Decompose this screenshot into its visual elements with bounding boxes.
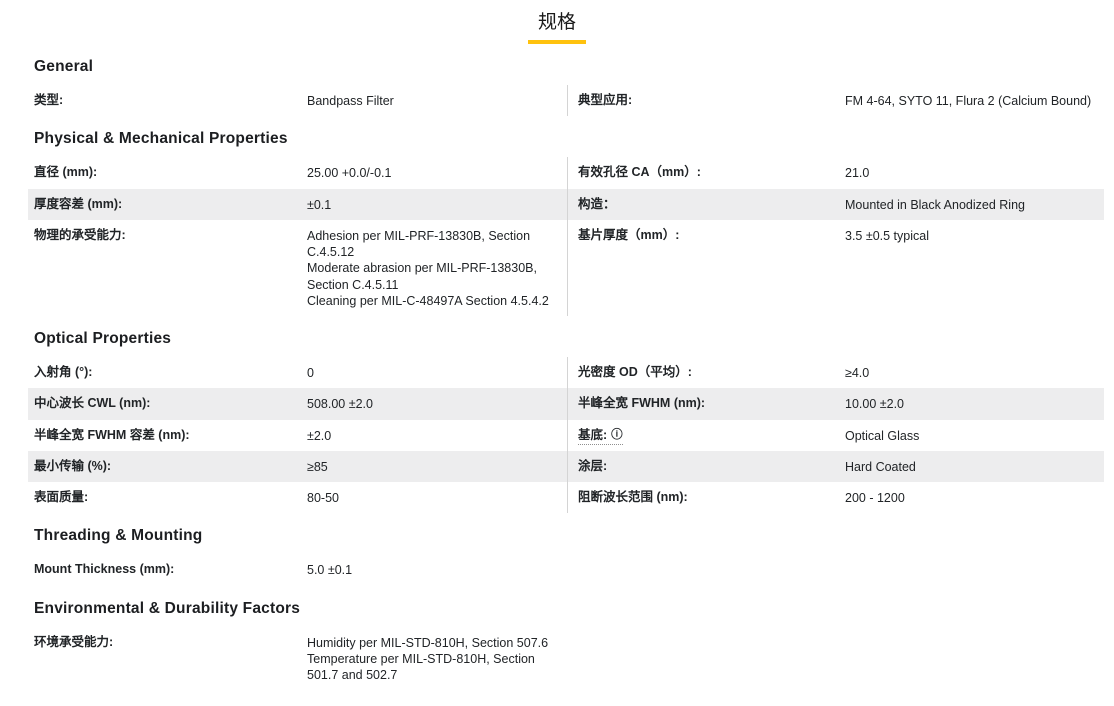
tooltip-underline: 基底: ⓘ xyxy=(578,427,623,445)
spec-value: Optical Glass xyxy=(845,428,920,443)
spec-label: 光密度 OD（平均）: xyxy=(578,365,692,379)
spec-cell-right: 光密度 OD（平均）: ≥4.0 xyxy=(568,357,1104,388)
spec-label: 最小传输 (%): xyxy=(34,458,112,473)
spec-cell-left: 半峰全宽 FWHM 容差 (nm): ±2.0 xyxy=(28,419,568,451)
spec-cell-right: 涂层: Hard Coated xyxy=(568,451,1104,482)
spec-label: 阻断波长范围 (nm): xyxy=(578,490,688,504)
spec-cell-right: 构造： Mounted in Black Anodized Ring xyxy=(568,189,1104,220)
spec-value: Bandpass Filter xyxy=(307,94,394,108)
spec-table: Mount Thickness (mm): 5.0 ±0.1 xyxy=(28,554,1104,586)
spec-value: Hard Coated xyxy=(845,459,916,474)
page-header: 规格 xyxy=(0,0,1114,44)
spec-cell-left: 厚度容差 (mm): ±0.1 xyxy=(28,188,568,220)
spec-label: 物理的承受能力: xyxy=(34,227,126,242)
spec-row: 入射角 (°): 0 光密度 OD（平均）: ≥4.0 xyxy=(28,357,1104,389)
spec-value: 10.00 ±2.0 xyxy=(845,397,904,412)
spec-row: 直径 (mm): 25.00 +0.0/-0.1 有效孔径 CA（mm）: 21.0 xyxy=(28,157,1104,189)
spec-cell-right xyxy=(568,627,1104,691)
spec-table: 直径 (mm): 25.00 +0.0/-0.1 有效孔径 CA（mm）: 21.0 厚… xyxy=(28,157,1104,316)
spec-label: 有效孔径 CA（mm）: xyxy=(578,165,701,180)
spec-value: Adhesion per MIL-PRF-13830B, Section C.4… xyxy=(307,228,549,308)
spec-label: 环境承受能力: xyxy=(34,634,114,649)
section-heading: Threading & Mounting xyxy=(34,527,203,545)
spec-body: General 类型: Bandpass Filter 典型应用: FM 4-64, S… xyxy=(28,58,1104,706)
section-physical-mechanical: Physical & Mechanical Properties 直径 (mm):… xyxy=(28,130,1104,316)
spec-row: Mount Thickness (mm): 5.0 ±0.1 xyxy=(28,554,1104,586)
spec-label: 类型: xyxy=(34,93,64,107)
section-heading: Optical Properties xyxy=(34,330,172,347)
spec-row: 物理的承受能力: Adhesion per MIL-PRF-13830B, Sec… xyxy=(28,219,1104,316)
spec-cell-right xyxy=(568,554,1104,585)
spec-label: 构造： xyxy=(578,196,616,211)
spec-label-text: 基底: xyxy=(578,427,608,442)
spec-label: 典型应用: xyxy=(578,93,633,107)
substrate-tooltip-label[interactable]: 基底: ⓘ xyxy=(568,420,845,451)
section-optical: Optical Properties 入射角 (°): 0 光密度 OD（平均）: ≥4… xyxy=(28,330,1104,514)
spec-cell-left: 直径 (mm): 25.00 +0.0/-0.1 xyxy=(28,157,568,189)
spec-cell-right: 有效孔径 CA（mm）: 21.0 xyxy=(568,157,1104,188)
spec-label: 半峰全宽 FWHM (nm): xyxy=(578,396,706,411)
section-threading-mounting: Threading & Mounting Mount Thickness (mm)… xyxy=(28,527,1104,586)
spec-table: 类型: Bandpass Filter 典型应用: FM 4-64, SYTO 11,… xyxy=(28,85,1104,117)
section-environmental-durability: Environmental & Durability Factors 环境承受能力… xyxy=(28,600,1104,691)
spec-value: 21.0 xyxy=(845,166,870,181)
spec-value: ±2.0 xyxy=(307,428,332,443)
spec-value: 3.5 ±0.5 typical xyxy=(845,228,929,243)
spec-value: 25.00 +0.0/-0.1 xyxy=(307,166,392,181)
spec-value: FM 4-64, SYTO 11, Flura 2 (Calcium Bound… xyxy=(845,94,1092,108)
section-heading: Environmental & Durability Factors xyxy=(34,599,301,617)
spec-cell-right: 基底: ⓘ Optical Glass xyxy=(568,420,1104,451)
spec-value: ≥4.0 xyxy=(845,366,870,380)
spec-cell-left: 入射角 (°): 0 xyxy=(28,357,568,389)
spec-label: 入射角 (°): xyxy=(34,365,93,379)
spec-row: 最小传输 (%): ≥85 涂层: Hard Coated xyxy=(28,450,1104,482)
spec-cell-left: 物理的承受能力: Adhesion per MIL-PRF-13830B, Sec… xyxy=(28,219,568,316)
spec-label: 直径 (mm): xyxy=(34,165,98,180)
spec-cell-left: Mount Thickness (mm): 5.0 ±0.1 xyxy=(28,554,568,585)
spec-row: 半峰全宽 FWHM 容差 (nm): ±2.0 基底: ⓘ Optical Glass xyxy=(28,419,1104,451)
spec-row: 中心波长 CWL (nm): 508.00 ±2.0 半峰全宽 FWHM (nm):… xyxy=(28,388,1104,420)
spec-value: ≥85 xyxy=(307,459,328,474)
page-title: 规格 xyxy=(527,7,586,44)
spec-row: 类型: Bandpass Filter 典型应用: FM 4-64, SYTO 11,… xyxy=(28,85,1104,117)
spec-row: 环境承受能力: Humidity per MIL-STD-810H, Sectio… xyxy=(28,626,1104,691)
spec-cell-left: 类型: Bandpass Filter xyxy=(28,85,568,117)
spec-label: Mount Thickness (mm): xyxy=(34,562,175,577)
spec-label: 半峰全宽 FWHM 容差 (nm): xyxy=(34,427,190,442)
spec-label: 基片厚度（mm）: xyxy=(578,227,680,242)
spec-row: 表面质量: 80-50 阻断波长范围 (nm): 200 - 1200 xyxy=(28,482,1104,514)
spec-value: Mounted in Black Anodized Ring xyxy=(845,197,1025,212)
spec-value: 80-50 xyxy=(307,491,339,505)
spec-cell-right: 半峰全宽 FWHM (nm): 10.00 ±2.0 xyxy=(568,388,1104,419)
spec-table: 环境承受能力: Humidity per MIL-STD-810H, Sectio… xyxy=(28,626,1104,691)
spec-cell-right: 典型应用: FM 4-64, SYTO 11, Flura 2 (Calcium … xyxy=(568,85,1104,116)
spec-cell-left: 最小传输 (%): ≥85 xyxy=(28,450,568,482)
section-general: General 类型: Bandpass Filter 典型应用: FM 4-64, S… xyxy=(28,58,1104,117)
spec-value: 5.0 ±0.1 xyxy=(307,563,353,578)
spec-label: 厚度容差 (mm): xyxy=(34,196,123,211)
section-heading: General xyxy=(34,58,94,75)
spec-row: 厚度容差 (mm): ±0.1 构造： Mounted in Black Anodiz… xyxy=(28,188,1104,220)
section-heading: Physical & Mechanical Properties xyxy=(34,130,288,148)
spec-value: 200 - 1200 xyxy=(845,491,905,505)
spec-cell-left: 中心波长 CWL (nm): 508.00 ±2.0 xyxy=(28,388,568,420)
spec-cell-right: 基片厚度（mm）: 3.5 ±0.5 typical xyxy=(568,220,1104,316)
spec-cell-left: 环境承受能力: Humidity per MIL-STD-810H, Sectio… xyxy=(28,627,568,691)
spec-label: 涂层: xyxy=(578,458,608,473)
spec-table: 入射角 (°): 0 光密度 OD（平均）: ≥4.0 中心波长 CWL (nm): 50… xyxy=(28,357,1104,514)
spec-value: Humidity per MIL-STD-810H, Section 507.6… xyxy=(307,635,549,683)
spec-value: 0 xyxy=(307,366,314,380)
spec-cell-left: 表面质量: 80-50 xyxy=(28,482,568,514)
spec-label: 中心波长 CWL (nm): xyxy=(34,396,151,411)
spec-value: 508.00 ±2.0 xyxy=(307,397,373,412)
info-icon: ⓘ xyxy=(611,428,623,441)
spec-label: 表面质量: xyxy=(34,490,89,504)
spec-value: ±0.1 xyxy=(307,197,332,212)
spec-cell-right: 阻断波长范围 (nm): 200 - 1200 xyxy=(568,482,1104,513)
